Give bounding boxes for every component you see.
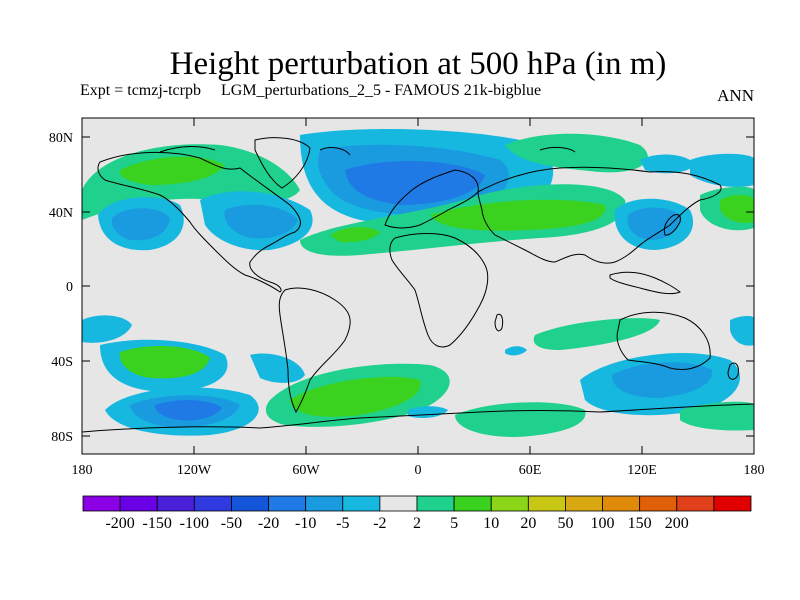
colorbar-label: -50 [221, 515, 242, 532]
colorbar-label: -150 [143, 515, 172, 532]
coast-north-america [97, 151, 301, 293]
lon-label-60e: 60E [519, 463, 542, 478]
colorbar-label: -200 [105, 515, 134, 532]
field-negative-north-pacific-mid [111, 208, 170, 241]
colorbar-label: -20 [258, 515, 279, 532]
lat-label-0: 0 [66, 280, 73, 295]
field-negative-sw-pacific-east [730, 315, 754, 346]
coast-antarctica [82, 403, 754, 433]
contour-fields [82, 128, 754, 437]
field-positive-central-atlantic [330, 227, 380, 243]
field-positive-eurasia-core [430, 199, 606, 231]
field-negative-sw-pacific [82, 315, 132, 343]
colorbar-label: 200 [665, 515, 689, 532]
lon-label-60w: 60W [292, 463, 320, 478]
coast-greenland [254, 137, 311, 189]
map-title: Height perturbation at 500 hPa (in m) [169, 46, 667, 82]
lon-label-180-right: 180 [744, 463, 765, 478]
colorbar-swatch [268, 495, 307, 512]
coast-new-zealand [727, 362, 739, 380]
field-positive-indian-ocean [533, 318, 660, 350]
field-negative-north-america-mid [224, 204, 298, 239]
field-positive-north-pacific-east-core [720, 195, 754, 224]
colorbar-swatch [342, 495, 381, 512]
colorbar: -200 -150 -100 -50 -20 -10 -5 -2 2 5 10 20 50 100 150 2… [82, 495, 752, 532]
colorbar-swatch [231, 495, 269, 512]
coast-australia [616, 311, 711, 371]
field-negative-beringia [640, 154, 695, 174]
colorbar-label: 2 [413, 515, 421, 532]
field-negative-east-asia-mid [627, 207, 681, 240]
season-label: ANN [717, 86, 754, 105]
field-negative-australia-south-mid [612, 362, 713, 398]
lon-label-0: 0 [415, 463, 422, 478]
colorbar-swatch [119, 495, 158, 512]
field-positive-south-atlantic-core [290, 376, 421, 417]
colorbar-swatch [639, 495, 678, 512]
colorbar-swatch [602, 495, 641, 512]
colorbar-label: 20 [520, 515, 536, 532]
colorbar-swatch [490, 495, 529, 512]
coast-africa [389, 233, 489, 348]
colorbar-label: 150 [628, 515, 652, 532]
field-positive-greenland-core [119, 156, 225, 185]
experiment-subtitle: Expt = tcmzj-tcrpb LGM_perturbations_2_5… [80, 82, 542, 99]
lon-label-120w: 120W [177, 463, 212, 478]
coast-asia [477, 166, 722, 264]
colorbar-swatch [193, 495, 232, 512]
colorbar-label: 100 [591, 515, 615, 532]
field-negative-south-pacific-dark [155, 400, 222, 421]
lat-label-40s: 40S [51, 355, 73, 370]
colorbar-swatch [527, 495, 566, 512]
coastlines [82, 137, 754, 433]
colorbar-label: -5 [336, 515, 349, 532]
colorbar-label: -2 [373, 515, 386, 532]
lat-axis: 80N 40N 0 40S 80S [49, 131, 754, 445]
colorbar-label: -100 [180, 515, 209, 532]
colorbar-swatch [82, 495, 121, 512]
colorbar-swatch [713, 495, 752, 512]
lon-axis: 180 120W 60W 0 60E 120E 180 [72, 118, 765, 478]
coast-south-america [278, 287, 351, 414]
lon-label-180-left: 180 [72, 463, 93, 478]
coast-arctic-islands [159, 146, 576, 156]
colorbar-label: 50 [557, 515, 573, 532]
colorbar-label: 10 [483, 515, 499, 532]
colorbar-swatch [565, 495, 603, 512]
colorbar-swatch [453, 495, 492, 512]
colorbar-swatch [379, 495, 418, 512]
coast-japan [663, 214, 681, 236]
colorbar-swatch [416, 495, 455, 512]
field-positive-se-pacific [119, 346, 210, 379]
coast-indonesia [609, 271, 681, 295]
colorbar-label: 5 [450, 515, 458, 532]
lat-label-80s: 80S [51, 430, 73, 445]
coast-madagascar [494, 313, 504, 332]
colorbar-swatch [156, 495, 195, 512]
lat-label-80n: 80N [49, 131, 73, 146]
lat-label-40n: 40N [49, 206, 73, 221]
colorbar-swatch [305, 495, 344, 512]
field-negative-south-indian-small [505, 346, 527, 356]
lon-label-120e: 120E [627, 463, 657, 478]
colorbar-swatch [676, 495, 715, 512]
field-negative-south-america [250, 353, 305, 383]
colorbar-label: -10 [295, 515, 316, 532]
field-positive-arctic-siberia [505, 133, 648, 173]
field-positive-southern-ocean-east [680, 401, 754, 431]
